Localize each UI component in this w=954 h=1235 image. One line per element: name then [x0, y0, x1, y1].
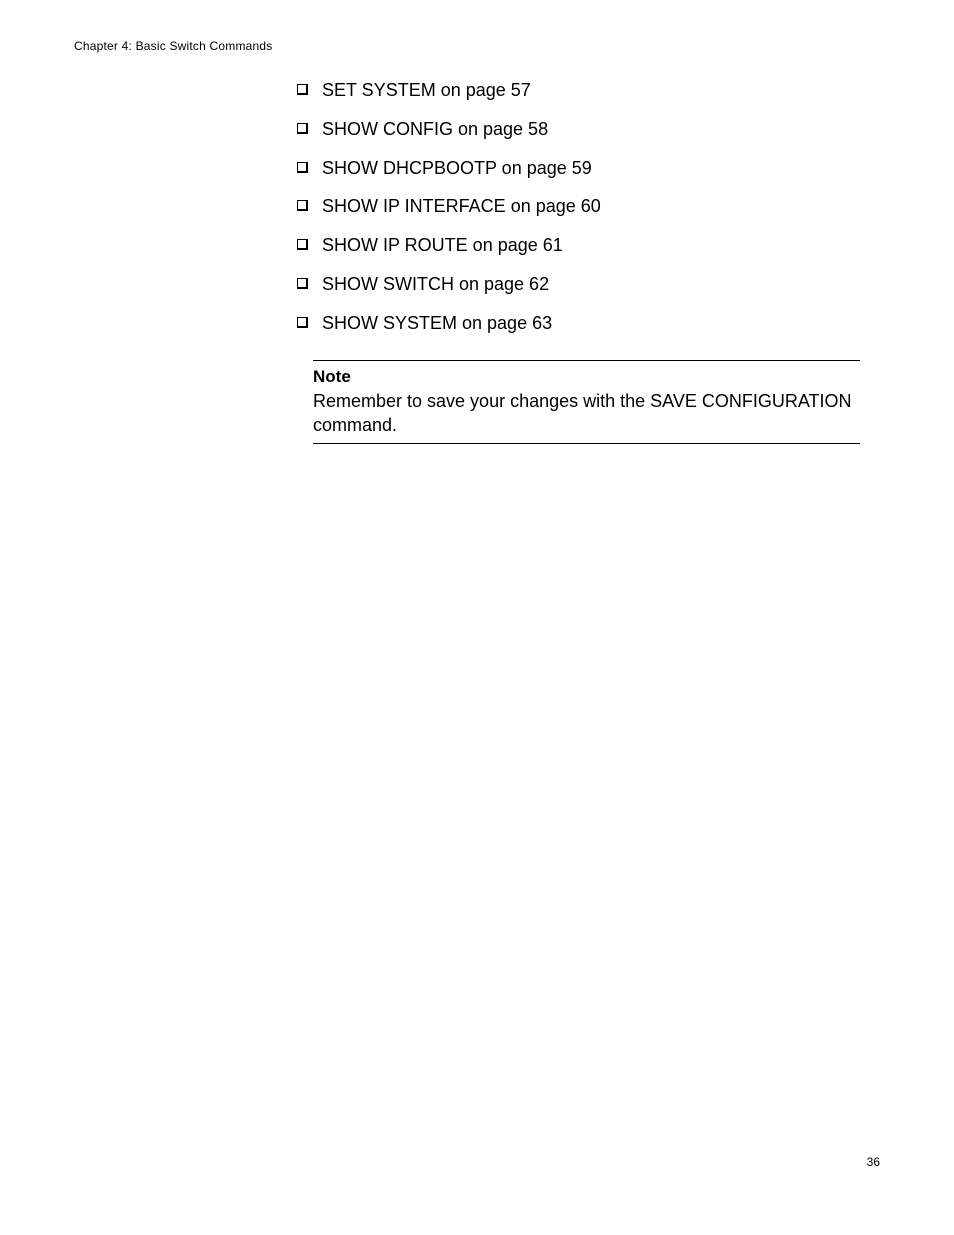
- list-item-text: SET SYSTEM on page 57: [322, 78, 860, 102]
- list-item-text: SHOW DHCPBOOTP on page 59: [322, 156, 860, 180]
- page-number-text: 36: [867, 1155, 880, 1169]
- chapter-header: Chapter 4: Basic Switch Commands: [74, 39, 272, 53]
- list-item: SET SYSTEM on page 57: [295, 78, 860, 102]
- list-item-text: SHOW IP INTERFACE on page 60: [322, 194, 860, 218]
- note-title: Note: [313, 367, 860, 387]
- list-item: SHOW IP INTERFACE on page 60: [295, 194, 860, 218]
- bullet-icon: [297, 278, 308, 289]
- list-item: SHOW SWITCH on page 62: [295, 272, 860, 296]
- list-item-text: SHOW CONFIG on page 58: [322, 117, 860, 141]
- bullet-icon: [297, 123, 308, 134]
- note-body: Remember to save your changes with the S…: [313, 389, 860, 438]
- list-item-text: SHOW SWITCH on page 62: [322, 272, 860, 296]
- bullet-icon: [297, 84, 308, 95]
- list-item: SHOW SYSTEM on page 63: [295, 311, 860, 335]
- list-item: SHOW IP ROUTE on page 61: [295, 233, 860, 257]
- chapter-title-text: Chapter 4: Basic Switch Commands: [74, 39, 272, 53]
- main-content: SET SYSTEM on page 57 SHOW CONFIG on pag…: [295, 78, 860, 444]
- list-item: SHOW DHCPBOOTP on page 59: [295, 156, 860, 180]
- bullet-icon: [297, 162, 308, 173]
- bullet-icon: [297, 239, 308, 250]
- note-block: Note Remember to save your changes with …: [313, 360, 860, 445]
- bullet-icon: [297, 200, 308, 211]
- list-item-text: SHOW SYSTEM on page 63: [322, 311, 860, 335]
- list-item-text: SHOW IP ROUTE on page 61: [322, 233, 860, 257]
- page-number: 36: [867, 1155, 880, 1169]
- command-list: SET SYSTEM on page 57 SHOW CONFIG on pag…: [295, 78, 860, 350]
- bullet-icon: [297, 317, 308, 328]
- list-item: SHOW CONFIG on page 58: [295, 117, 860, 141]
